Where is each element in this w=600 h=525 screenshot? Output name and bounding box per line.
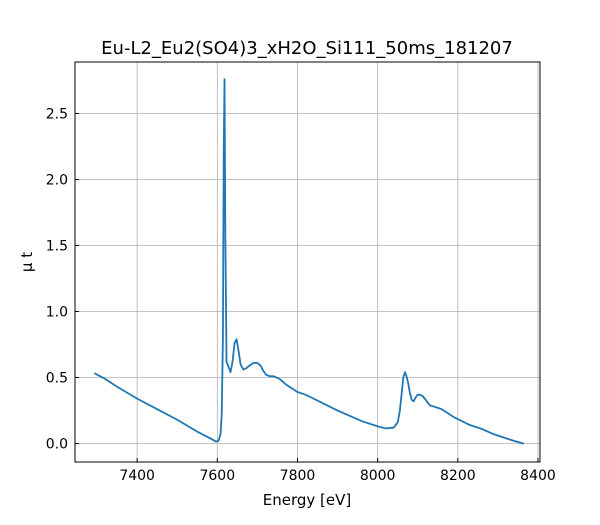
axes: 7400 7600 7800 8000 8200 8400 0.0 0.5 1.0 1.5 2.0 2… <box>46 61 556 484</box>
x-tick-label: 7400 <box>119 468 155 484</box>
x-tick-label: 7800 <box>280 468 316 484</box>
y-tick-label: 1.0 <box>46 305 68 321</box>
x-tick-label: 8200 <box>440 468 476 484</box>
plot-frame <box>74 61 541 463</box>
y-tick-label: 0.5 <box>46 371 68 387</box>
chart-title: Eu-L2_Eu2(SO4)3_xH2O_Si111_50ms_181207 <box>101 38 513 59</box>
series-layer <box>94 78 525 445</box>
x-tick-label: 8000 <box>360 468 396 484</box>
y-tick-label: 0.0 <box>46 437 68 453</box>
grid-lines <box>75 62 540 462</box>
y-tick-label: 1.5 <box>46 238 68 254</box>
x-tick-label: 7600 <box>199 468 235 484</box>
x-axis-label: Energy [eV] <box>263 491 351 509</box>
y-tick-label: 2.5 <box>46 106 68 122</box>
series-line <box>94 78 525 445</box>
x-tick-label: 8400 <box>520 468 556 484</box>
y-tick-label: 2.0 <box>46 172 68 188</box>
y-axis-label: μ t <box>18 252 36 272</box>
